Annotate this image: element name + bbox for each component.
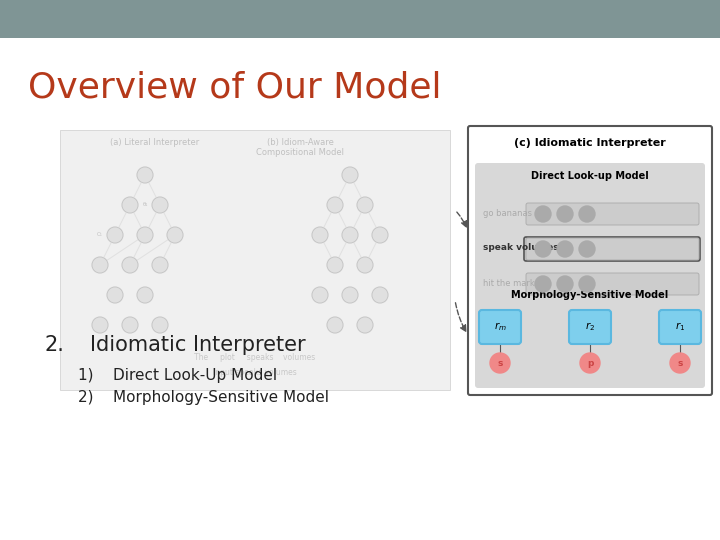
Text: $r_m$: $r_m$ [494,321,506,333]
Bar [60,130,450,390]
Circle shape [327,257,343,273]
FancyBboxPatch shape [526,273,699,295]
Circle shape [122,197,138,213]
FancyBboxPatch shape [526,203,699,225]
Circle shape [357,317,373,333]
Circle shape [167,227,183,243]
Text: $r_2$: $r_2$ [585,321,595,333]
Text: s: s [678,359,683,368]
Circle shape [580,353,600,373]
Text: s: s [498,359,503,368]
Circle shape [342,167,358,183]
Circle shape [312,227,328,243]
Circle shape [535,241,551,257]
Circle shape [670,353,690,373]
Text: θ₁: θ₁ [143,202,148,207]
Circle shape [92,257,108,273]
Circle shape [557,276,573,292]
FancyBboxPatch shape [526,238,699,260]
Circle shape [579,206,595,222]
FancyBboxPatch shape [569,310,611,344]
Circle shape [372,287,388,303]
Circle shape [92,317,108,333]
Circle shape [342,227,358,243]
FancyBboxPatch shape [475,282,705,388]
Text: speak volumes: speak volumes [483,244,559,253]
Text: go bananas: go bananas [483,208,532,218]
Circle shape [535,206,551,222]
FancyBboxPatch shape [524,237,700,261]
Circle shape [357,197,373,213]
FancyBboxPatch shape [479,310,521,344]
Circle shape [342,287,358,303]
Circle shape [312,287,328,303]
Text: Overview of Our Model: Overview of Our Model [28,70,441,104]
Circle shape [535,276,551,292]
Text: 2)    Morphology-Sensitive Model: 2) Morphology-Sensitive Model [78,390,329,405]
Circle shape [137,167,153,183]
Text: $r_1$: $r_1$ [675,321,685,333]
Text: 1)    Direct Look-Up Model: 1) Direct Look-Up Model [78,368,277,383]
Text: p: p [587,359,593,368]
Circle shape [579,276,595,292]
FancyBboxPatch shape [659,310,701,344]
FancyBboxPatch shape [468,126,712,395]
Text: (b) Idiom-Aware
Compositional Model: (b) Idiom-Aware Compositional Model [256,138,344,157]
Bar [0,0,720,38]
FancyBboxPatch shape [475,163,705,299]
Circle shape [357,257,373,273]
Text: Direct Look-up Model: Direct Look-up Model [531,171,649,181]
Text: hit the mark: hit the mark [483,279,535,287]
Circle shape [327,197,343,213]
Text: 2.: 2. [45,335,65,355]
Circle shape [137,287,153,303]
Text: (a) Literal Interpreter: (a) Literal Interpreter [110,138,199,147]
Circle shape [152,317,168,333]
Circle shape [372,227,388,243]
Circle shape [137,227,153,243]
Circle shape [122,317,138,333]
Circle shape [152,257,168,273]
Circle shape [579,241,595,257]
Text: Morphology-Sensitive Model: Morphology-Sensitive Model [511,290,669,300]
Circle shape [122,257,138,273]
Text: (c) Idiomatic Interpreter: (c) Idiomatic Interpreter [514,138,666,148]
Text: C₁: C₁ [97,233,103,238]
Circle shape [557,241,573,257]
Circle shape [107,287,123,303]
Text: Idiomatic Interpreter: Idiomatic Interpreter [90,335,305,355]
Text: Input speaks volumes: Input speaks volumes [213,368,297,377]
Circle shape [490,353,510,373]
Circle shape [152,197,168,213]
Text: The     plot     speaks    volumes: The plot speaks volumes [194,353,315,362]
Circle shape [107,227,123,243]
Circle shape [557,206,573,222]
Circle shape [327,317,343,333]
